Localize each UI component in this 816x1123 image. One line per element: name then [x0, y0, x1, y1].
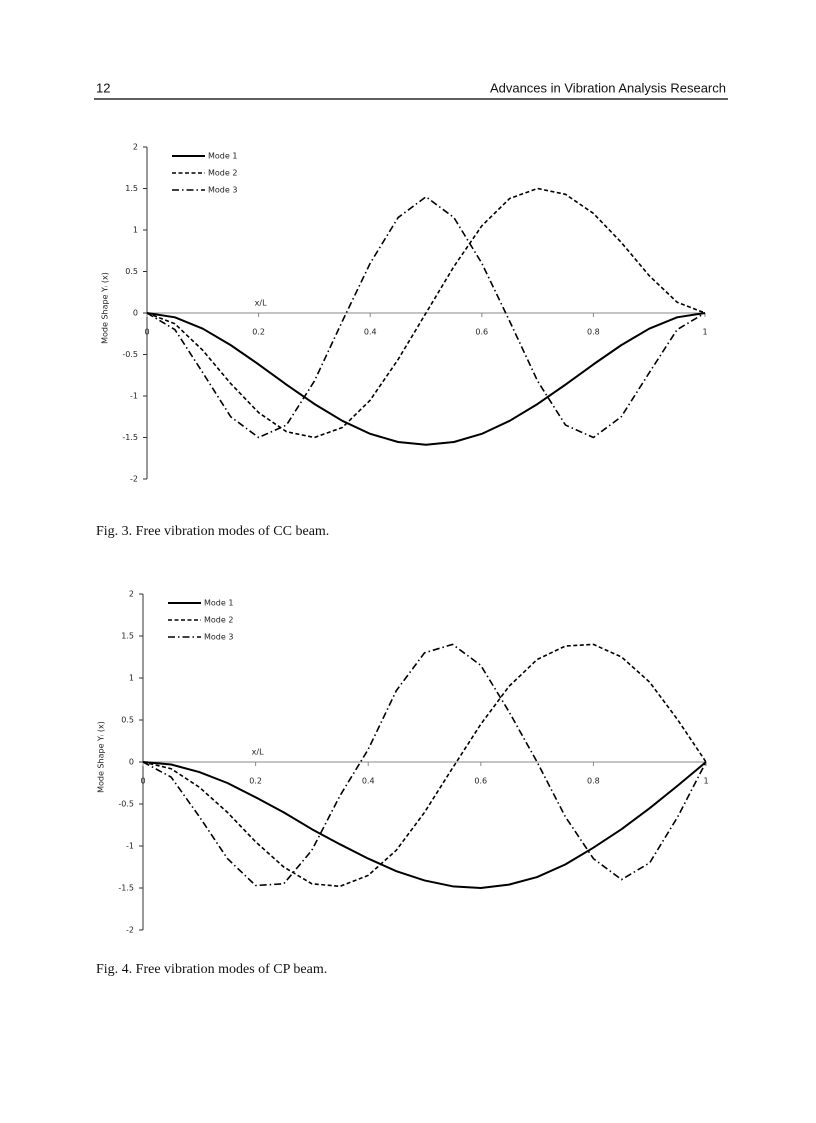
y-tick-label: -1 [130, 392, 138, 401]
figure-caption: Fig. 3. Free vibration modes of CC beam. [96, 524, 329, 539]
y-tick-label: -0.5 [122, 350, 138, 359]
x-tick-label: 1 [702, 328, 707, 337]
x-tick-label: 0 [144, 328, 149, 337]
mode-line [142, 761, 707, 889]
y-tick-label: -1.5 [122, 433, 138, 442]
y-tick-label: 1.5 [121, 632, 134, 641]
x-tick-label: 1 [703, 777, 708, 786]
x-tick-label: 0.6 [475, 328, 488, 337]
y-tick-label: 0 [133, 309, 138, 318]
legend-label: Mode 3 [204, 633, 233, 642]
x-tick-label: 0.2 [249, 777, 262, 786]
mode-line [146, 187, 706, 439]
mode-line [146, 312, 706, 446]
y-tick-label: -2 [130, 475, 138, 484]
x-tick-label: 0.2 [252, 328, 265, 337]
x-tick-label: 0.6 [474, 777, 487, 786]
y-tick-label: 2 [133, 143, 138, 152]
figure-caption: Fig. 4. Free vibration modes of CP beam. [96, 962, 327, 977]
y-axis-label: Mode Shape Yᵢ (x) [97, 721, 106, 793]
mode-line [146, 196, 706, 439]
y-axis-label: Mode Shape Yᵢ (x) [101, 272, 110, 344]
y-tick-label: -1.5 [118, 884, 134, 893]
x-tick-label: 0.4 [364, 328, 377, 337]
y-tick-label: 0.5 [121, 716, 134, 725]
x-axis-label: x/L [252, 748, 264, 757]
running-title: Advances in Vibration Analysis Research [490, 80, 726, 95]
y-tick-label: -2 [126, 926, 134, 935]
y-tick-label: 1 [133, 226, 138, 235]
legend-label: Mode 2 [204, 616, 233, 625]
x-tick-label: 0.4 [362, 777, 375, 786]
y-tick-label: 0.5 [125, 267, 138, 276]
legend-label: Mode 1 [204, 599, 233, 608]
legend-label: Mode 2 [208, 169, 237, 178]
y-tick-label: 1 [129, 674, 134, 683]
y-tick-label: -0.5 [118, 800, 134, 809]
legend-label: Mode 1 [208, 152, 237, 161]
mode-line [142, 643, 707, 888]
y-tick-label: 1.5 [125, 184, 138, 193]
x-tick-label: 0 [140, 777, 145, 786]
x-tick-label: 0.8 [587, 777, 600, 786]
mode-line [142, 643, 707, 887]
legend-label: Mode 3 [208, 186, 237, 195]
y-tick-label: 2 [129, 590, 134, 599]
x-tick-label: 0.8 [587, 328, 600, 337]
y-tick-label: 0 [129, 758, 134, 767]
page-number: 12 [96, 80, 110, 95]
x-axis-label: x/L [255, 299, 267, 308]
y-tick-label: -1 [126, 842, 134, 851]
